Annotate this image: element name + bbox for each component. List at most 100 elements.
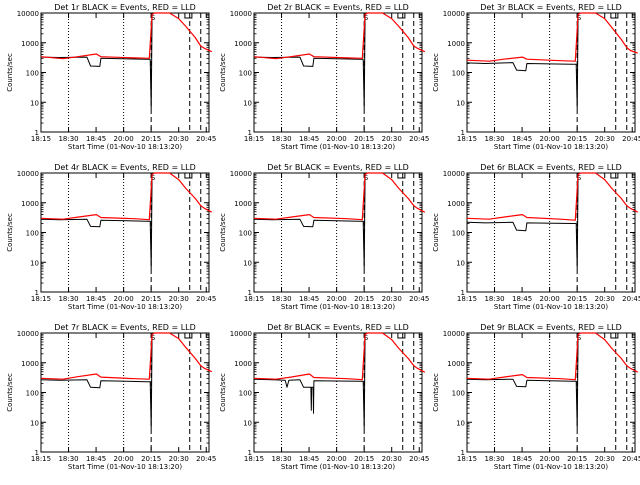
x-tick-label: 18:30 bbox=[271, 455, 291, 463]
lld-series-line bbox=[466, 332, 639, 381]
plot-frame bbox=[466, 12, 636, 133]
chart-title: Det 3r BLACK = Events, RED = LLD bbox=[480, 3, 622, 12]
y-axis-label: Counts/sec bbox=[432, 373, 440, 412]
y-tick-label: 1000 bbox=[447, 40, 465, 48]
chart-panel: Det 6r BLACK = Events, RED = LLD 1 10 100 10… bbox=[432, 163, 640, 311]
events-series-line bbox=[40, 332, 170, 430]
x-tick-label: 20:30 bbox=[595, 135, 615, 143]
events-series-line bbox=[466, 172, 596, 270]
y-tick-label: 1000 bbox=[234, 200, 252, 208]
x-axis-label: Start Time (01-Nov-10 18:13:20) bbox=[281, 303, 395, 311]
annotation-label: S bbox=[364, 174, 369, 182]
annotation-label: S bbox=[577, 174, 582, 182]
annotation-label: S bbox=[577, 14, 582, 22]
plot-frame bbox=[40, 332, 210, 453]
plot-frame bbox=[466, 332, 636, 453]
bracket-mark bbox=[610, 13, 619, 19]
y-tick-label: 10 bbox=[30, 99, 39, 107]
y-tick-label: 10000 bbox=[230, 170, 252, 178]
chart-title: Det 6r BLACK = Events, RED = LLD bbox=[480, 163, 622, 172]
bracket-mark bbox=[184, 13, 193, 19]
y-axis-label: Counts/sec bbox=[6, 213, 14, 252]
y-tick-label: 1 bbox=[35, 129, 39, 137]
chart-panel: Det 7r BLACK = Events, RED = LLD 1 10 100 10… bbox=[6, 323, 216, 471]
x-tick-label: 18:45 bbox=[86, 135, 106, 143]
y-tick-label: 100 bbox=[239, 230, 252, 238]
x-tick-label: 20:45 bbox=[409, 135, 429, 143]
y-tick-label: 10000 bbox=[443, 330, 465, 338]
y-axis-label: Counts/sec bbox=[432, 53, 440, 92]
lld-series-line bbox=[466, 12, 638, 62]
y-axis-label: Counts/sec bbox=[219, 213, 227, 252]
y-tick-label: 1 bbox=[461, 289, 465, 297]
x-tick-label: 20:15 bbox=[567, 295, 587, 303]
x-tick-label: 18:45 bbox=[512, 295, 532, 303]
x-tick-label: 20:00 bbox=[327, 135, 347, 143]
x-tick-label: 20:00 bbox=[114, 135, 134, 143]
x-tick-label: 18:45 bbox=[86, 295, 106, 303]
y-tick-label: 1000 bbox=[21, 360, 39, 368]
x-tick-label: 20:45 bbox=[622, 295, 640, 303]
y-tick-label: 100 bbox=[239, 70, 252, 78]
annotation-label: S bbox=[151, 14, 156, 22]
x-axis-label: Start Time (01-Nov-10 18:13:20) bbox=[281, 143, 395, 151]
chart-panel: Det 2r BLACK = Events, RED = LLD 1 10 100 10… bbox=[219, 3, 429, 151]
y-tick-label: 1 bbox=[248, 449, 252, 457]
annotation-label: S bbox=[151, 174, 156, 182]
x-tick-label: 18:30 bbox=[58, 135, 78, 143]
y-tick-label: 10 bbox=[243, 259, 252, 267]
y-tick-label: 10000 bbox=[17, 170, 39, 178]
x-tick-label: 20:15 bbox=[567, 455, 587, 463]
x-tick-label: 20:00 bbox=[540, 295, 560, 303]
x-tick-label: 18:30 bbox=[484, 135, 504, 143]
chart-panel: Det 8r BLACK = Events, RED = LLD 1 10 100 10… bbox=[219, 323, 429, 471]
y-tick-label: 10 bbox=[30, 419, 39, 427]
y-tick-label: 100 bbox=[26, 390, 39, 398]
x-tick-label: 20:45 bbox=[196, 455, 216, 463]
x-tick-label: 18:45 bbox=[299, 135, 319, 143]
y-tick-label: 100 bbox=[26, 70, 39, 78]
bracket-mark bbox=[184, 173, 193, 179]
plot-frame bbox=[253, 332, 423, 453]
x-tick-label: 20:00 bbox=[114, 455, 134, 463]
x-tick-label: 20:00 bbox=[327, 295, 347, 303]
y-tick-label: 1 bbox=[248, 129, 252, 137]
chart-panel: Det 1r BLACK = Events, RED = LLD 1 10 100 10… bbox=[6, 3, 216, 151]
y-axis-label: Counts/sec bbox=[219, 53, 227, 92]
x-tick-label: 18:45 bbox=[86, 455, 106, 463]
x-tick-label: 20:00 bbox=[327, 455, 347, 463]
x-tick-label: 18:45 bbox=[299, 455, 319, 463]
y-tick-label: 1000 bbox=[447, 200, 465, 208]
lld-series-line bbox=[253, 172, 426, 221]
x-tick-label: 20:45 bbox=[196, 295, 216, 303]
x-tick-label: 20:30 bbox=[595, 295, 615, 303]
x-tick-label: 18:15 bbox=[457, 455, 477, 463]
x-tick-label: 20:30 bbox=[382, 455, 402, 463]
x-tick-label: 20:30 bbox=[595, 455, 615, 463]
chart-title: Det 8r BLACK = Events, RED = LLD bbox=[267, 323, 409, 332]
x-tick-label: 18:15 bbox=[457, 295, 477, 303]
y-tick-label: 1000 bbox=[21, 200, 39, 208]
x-tick-label: 20:15 bbox=[141, 295, 161, 303]
y-tick-label: 1 bbox=[35, 449, 39, 457]
x-tick-label: 20:30 bbox=[382, 135, 402, 143]
x-tick-label: 20:30 bbox=[382, 295, 402, 303]
plot-frame bbox=[40, 12, 210, 133]
y-tick-label: 10000 bbox=[443, 170, 465, 178]
x-tick-label: 20:00 bbox=[114, 295, 134, 303]
chart-title: Det 7r BLACK = Events, RED = LLD bbox=[54, 323, 196, 332]
annotation-label: S bbox=[577, 334, 582, 342]
x-axis-label: Start Time (01-Nov-10 18:13:20) bbox=[68, 463, 182, 471]
x-tick-label: 20:00 bbox=[540, 135, 560, 143]
y-tick-label: 10000 bbox=[230, 330, 252, 338]
x-tick-label: 20:30 bbox=[169, 455, 189, 463]
x-axis-label: Start Time (01-Nov-10 18:13:20) bbox=[68, 143, 182, 151]
chart-title: Det 5r BLACK = Events, RED = LLD bbox=[267, 163, 409, 172]
y-tick-label: 100 bbox=[26, 230, 39, 238]
x-tick-label: 18:15 bbox=[31, 295, 51, 303]
events-series-line bbox=[253, 12, 383, 110]
x-tick-label: 20:00 bbox=[540, 455, 560, 463]
y-tick-label: 10000 bbox=[17, 10, 39, 18]
chart-panel: Det 9r BLACK = Events, RED = LLD 1 10 100 10… bbox=[432, 323, 640, 471]
lld-series-line bbox=[40, 12, 213, 60]
